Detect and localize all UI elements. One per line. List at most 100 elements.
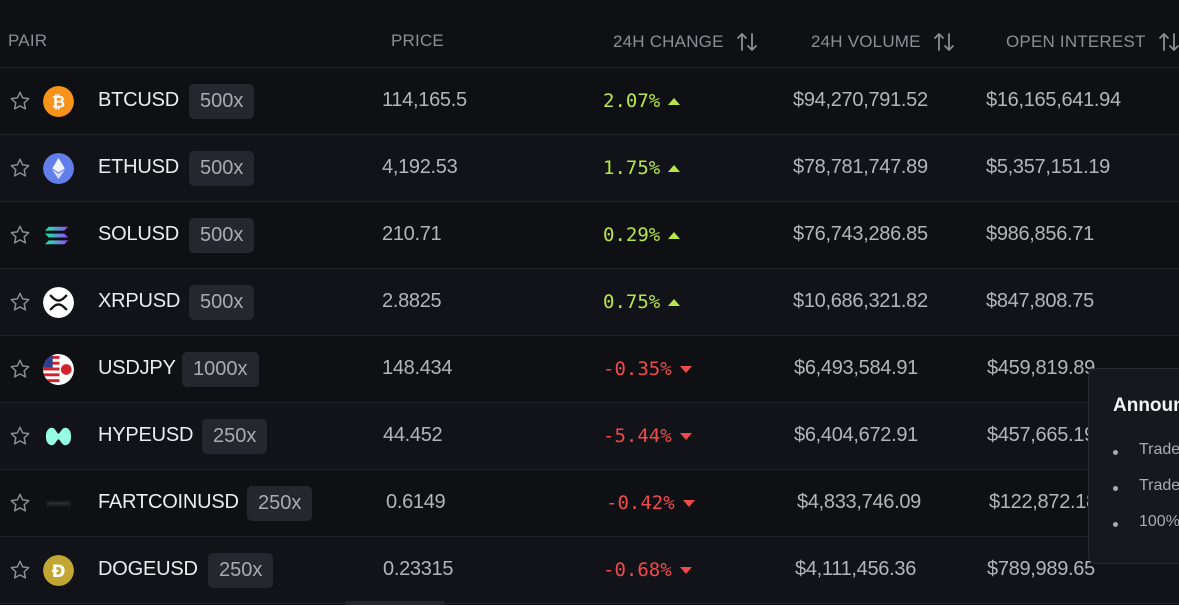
volume-value: $4,833,746.09: [797, 491, 922, 513]
column-price: PRICE: [391, 31, 444, 51]
announcement-list: Trade Trade 100%: [1089, 441, 1179, 549]
pair-symbol: BTCUSD: [98, 89, 180, 111]
fartcoin-icon: [45, 500, 72, 507]
star-icon[interactable]: [9, 559, 31, 581]
star-icon[interactable]: [9, 358, 31, 380]
leverage-badge: 1000x: [182, 352, 259, 387]
pair-symbol: HYPEUSD: [98, 424, 194, 446]
leverage-badge: 250x: [247, 486, 313, 521]
column-open-interest[interactable]: OPEN INTEREST: [1006, 31, 1179, 53]
xrp-icon: [43, 287, 74, 318]
arrow-up-icon: [668, 97, 681, 105]
change-percent: 0.29%: [603, 224, 661, 246]
sort-icon[interactable]: [736, 31, 758, 53]
star-icon[interactable]: [9, 157, 31, 179]
column-price-label: PRICE: [391, 31, 444, 50]
change-percent: 1.75%: [603, 157, 661, 179]
arrow-down-icon: [679, 432, 692, 440]
table-row[interactable]: USDJPY 1000x 148.434 -0.35% $6,493,584.9…: [0, 336, 1179, 403]
leverage-badge: 500x: [189, 84, 255, 119]
price-value: 114,165.5: [382, 89, 467, 111]
sort-icon[interactable]: [1158, 31, 1179, 53]
svg-text:₿: ₿: [52, 92, 65, 111]
ethereum-icon: [43, 153, 74, 184]
table-row[interactable]: XRPUSD 500x 2.8825 0.75% $10,686,321.82 …: [0, 269, 1179, 336]
column-24h-volume[interactable]: 24H VOLUME: [811, 31, 955, 53]
sort-icon[interactable]: [933, 31, 955, 53]
change-value: -0.68%: [603, 559, 692, 581]
table-row[interactable]: SOLUSD 500x 210.71 0.29% $76,743,286.85 …: [0, 202, 1179, 269]
change-value: -5.44%: [603, 425, 692, 447]
table-row[interactable]: HYPEUSD 250x 44.452 -5.44% $6,404,672.91…: [0, 403, 1179, 470]
open-interest-value: $789,989.65: [987, 558, 1095, 580]
open-interest-value: $16,165,641.94: [986, 89, 1121, 111]
volume-value: $94,270,791.52: [793, 89, 928, 111]
column-24h-volume-label: 24H VOLUME: [811, 32, 921, 51]
leverage-badge: 500x: [189, 285, 255, 320]
change-percent: -5.44%: [603, 425, 672, 447]
change-value: 0.29%: [603, 224, 681, 246]
table-row[interactable]: FARTCOINUSD 250x 0.6149 -0.42% $4,833,74…: [0, 470, 1179, 537]
arrow-down-icon: [679, 365, 692, 373]
open-interest-value: $122,872.18: [989, 491, 1097, 513]
arrow-up-icon: [668, 164, 681, 172]
column-pair: PAIR: [8, 31, 47, 51]
svg-text:Đ: Đ: [52, 562, 66, 581]
pair-symbol: DOGEUSD: [98, 558, 198, 580]
open-interest-value: $986,856.71: [986, 223, 1094, 245]
price-value: 210.71: [382, 223, 442, 245]
table-row[interactable]: ETHUSD 500x 4,192.53 1.75% $78,781,747.8…: [0, 135, 1179, 202]
star-icon[interactable]: [9, 492, 31, 514]
volume-value: $6,404,672.91: [794, 424, 919, 446]
change-percent: -0.68%: [603, 559, 672, 581]
star-icon[interactable]: [9, 291, 31, 313]
hyperliquid-icon: [45, 427, 72, 446]
table-row[interactable]: ₿ BTCUSD 500x 114,165.5 2.07% $94,270,79…: [0, 68, 1179, 135]
announcement-item: Trade: [1113, 477, 1179, 513]
volume-value: $76,743,286.85: [793, 223, 928, 245]
price-value: 148.434: [382, 357, 453, 379]
open-interest-value: $457,665.19: [987, 424, 1095, 446]
change-value: -0.35%: [603, 358, 692, 380]
open-interest-value: $5,357,151.19: [986, 156, 1111, 178]
arrow-down-icon: [682, 499, 695, 507]
volume-value: $6,493,584.91: [794, 357, 919, 379]
arrow-up-icon: [668, 231, 681, 239]
bitcoin-icon: ₿: [43, 86, 74, 117]
price-value: 4,192.53: [382, 156, 458, 178]
leverage-badge: 250x: [208, 553, 274, 588]
star-icon[interactable]: [9, 224, 31, 246]
arrow-up-icon: [668, 298, 681, 306]
pair-symbol: SOLUSD: [98, 223, 180, 245]
open-interest-value: $847,808.75: [986, 290, 1094, 312]
announcement-item: 100%: [1113, 513, 1179, 549]
usd-jpy-flag-icon: [43, 354, 74, 385]
pair-symbol: USDJPY: [98, 357, 176, 379]
change-value: 2.07%: [603, 90, 681, 112]
price-value: 0.6149: [386, 491, 446, 513]
column-24h-change-label: 24H CHANGE: [613, 32, 724, 51]
star-icon[interactable]: [9, 425, 31, 447]
pair-symbol: XRPUSD: [98, 290, 181, 312]
announcement-popup[interactable]: Announ Trade Trade 100%: [1088, 368, 1179, 564]
change-value: 1.75%: [603, 157, 681, 179]
leverage-badge: 500x: [189, 151, 255, 186]
pair-symbol: ETHUSD: [98, 156, 180, 178]
price-value: 0.23315: [383, 558, 454, 580]
change-value: -0.42%: [606, 492, 695, 514]
scrollbar[interactable]: [345, 601, 445, 605]
star-icon[interactable]: [9, 90, 31, 112]
announcement-title: Announ: [1113, 395, 1179, 416]
column-pair-label: PAIR: [8, 31, 48, 50]
leverage-badge: 250x: [202, 419, 268, 454]
leverage-badge: 500x: [189, 218, 255, 253]
pair-symbol: FARTCOINUSD: [98, 491, 239, 513]
volume-value: $10,686,321.82: [793, 290, 928, 312]
announcement-item: Trade: [1113, 441, 1179, 477]
column-open-interest-label: OPEN INTEREST: [1006, 32, 1146, 51]
price-value: 44.452: [383, 424, 443, 446]
change-percent: -0.42%: [606, 492, 675, 514]
change-percent: -0.35%: [603, 358, 672, 380]
table-row[interactable]: Đ DOGEUSD 250x 0.23315 -0.68% $4,111,456…: [0, 537, 1179, 604]
column-24h-change[interactable]: 24H CHANGE: [613, 31, 758, 53]
